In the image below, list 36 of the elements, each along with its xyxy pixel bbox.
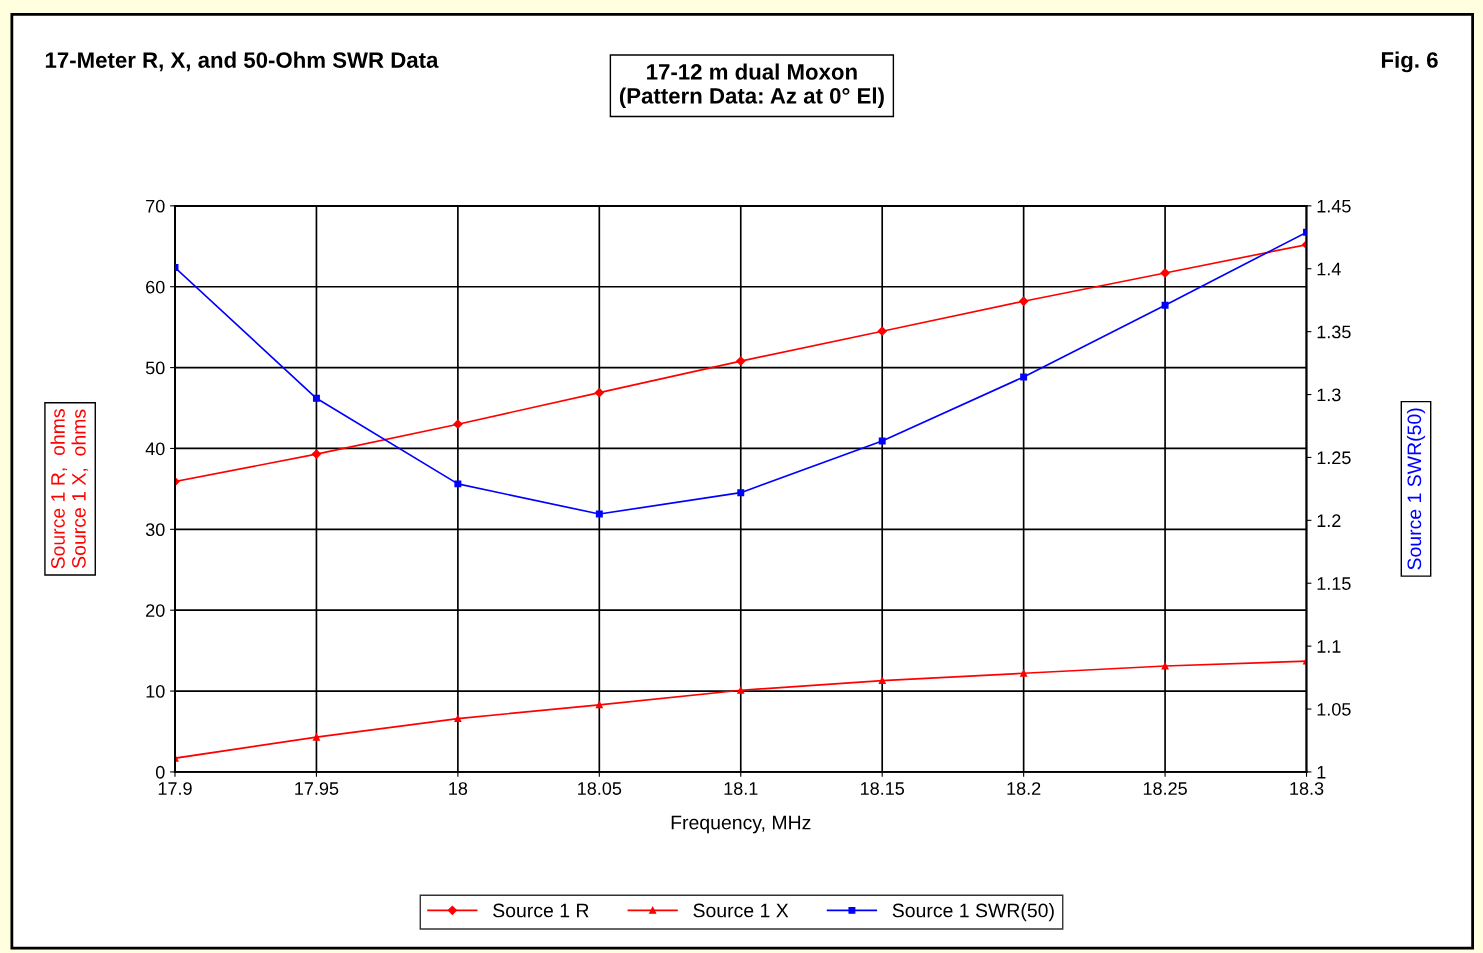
x-axis-title: Frequency, MHz <box>671 815 811 834</box>
legend-label: Source 1 SWR(50) <box>892 903 1054 922</box>
y-tick-label: 40 <box>145 442 165 456</box>
y2-tick-label: 1.1 <box>1317 640 1341 653</box>
y-tick-label: 10 <box>146 685 165 698</box>
y2-tick-label: 1.3 <box>1317 388 1341 402</box>
y-tick-label: 70 <box>146 199 165 213</box>
y2-tick-label: 1.2 <box>1317 514 1341 527</box>
y-tick-label: 20 <box>146 604 165 617</box>
x-tick-label: 18.15 <box>860 782 905 795</box>
x-tick-label: 18.2 <box>1007 782 1041 795</box>
y2-tick-label: 1.4 <box>1317 262 1341 276</box>
legend-label: Source 1 X <box>693 903 789 918</box>
y2-axis-title: Source 1 SWR(50) <box>1406 408 1426 570</box>
y2-tick-label: 1.35 <box>1317 325 1351 339</box>
x-tick-label: 18 <box>449 782 468 795</box>
caption: Fig. 6 <box>1381 51 1438 73</box>
y2-tick-label: 1.15 <box>1317 577 1351 590</box>
chart-title: 17-Meter R, X, and 50-Ohm SWR Data <box>45 51 439 72</box>
x-tick-label: 18.05 <box>578 782 622 795</box>
y-tick-label: 30 <box>145 523 165 537</box>
y2-tick-label: 1.25 <box>1317 451 1351 465</box>
y-tick-label: 50 <box>145 361 165 375</box>
x-tick-label: 18.3 <box>1290 782 1324 795</box>
chart-subtitle: 17-12 m dual Moxon (Pattern Data: Az at 0° El) <box>619 63 884 109</box>
y-axis-title: Source 1 R, ohms Source 1 X, ohms <box>50 409 89 569</box>
y-tick-label: 60 <box>146 280 165 294</box>
y-tick-label: 0 <box>155 765 165 779</box>
y2-tick-label: 1 <box>1317 766 1326 779</box>
y2-tick-label: 1.45 <box>1317 199 1351 213</box>
legend-label: Source 1 R <box>493 903 589 918</box>
y2-tick-label: 1.05 <box>1317 702 1351 716</box>
x-tick-label: 17.9 <box>158 782 192 795</box>
x-tick-label: 17.95 <box>295 782 339 795</box>
x-tick-label: 18.25 <box>1143 782 1187 795</box>
x-tick-label: 18.1 <box>724 782 758 795</box>
